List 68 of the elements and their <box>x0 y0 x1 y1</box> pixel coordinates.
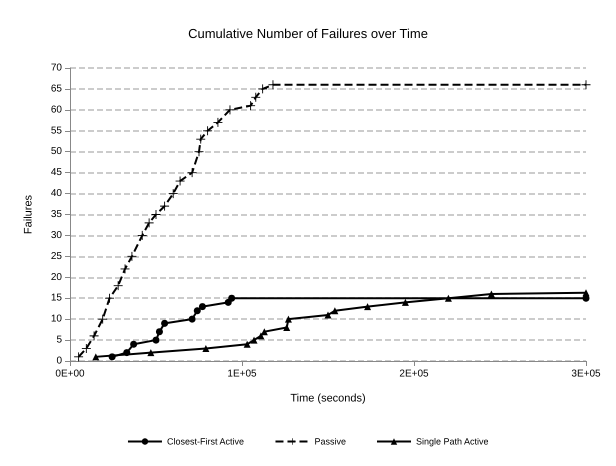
point <box>82 344 91 353</box>
y-tick-label: 70 <box>50 62 62 74</box>
point <box>176 176 185 186</box>
point <box>444 294 452 302</box>
point <box>283 324 290 332</box>
point <box>244 340 251 348</box>
y-tick-label: 10 <box>50 314 62 325</box>
x-tick-label: 1E+05 <box>227 368 258 380</box>
point <box>188 316 196 323</box>
point <box>188 168 197 178</box>
point <box>108 353 116 360</box>
legend-label: Passive <box>314 436 346 446</box>
point <box>488 290 495 298</box>
y-tick-label: 55 <box>50 125 62 136</box>
point <box>194 307 201 314</box>
point <box>152 336 160 344</box>
point <box>90 331 99 340</box>
legend-label: Single Path Active <box>416 436 489 446</box>
chart-title: Cumulative Number of Failures over Time <box>188 26 428 41</box>
x-axis-title: Time (seconds) <box>290 392 366 404</box>
x-tick-label: 3E+05 <box>571 368 602 380</box>
point <box>123 349 130 356</box>
point <box>225 105 234 114</box>
y-tick-label: 0 <box>56 356 62 366</box>
point <box>257 332 264 340</box>
point <box>324 311 332 318</box>
point <box>258 84 268 94</box>
y-tick-label: 65 <box>50 83 62 94</box>
point <box>120 264 130 274</box>
point <box>130 340 138 348</box>
point <box>147 349 154 356</box>
point <box>74 352 84 362</box>
point <box>160 202 170 211</box>
y-tick-label: 15 <box>50 292 62 304</box>
point <box>144 218 154 228</box>
x-tick-label: 0E+00 <box>55 368 86 380</box>
y-tick-label: 5 <box>56 334 62 346</box>
point <box>246 101 256 110</box>
point <box>228 294 236 302</box>
point <box>364 303 372 310</box>
point <box>260 328 268 336</box>
point <box>98 314 108 324</box>
point <box>202 344 210 352</box>
point <box>331 307 338 314</box>
point <box>284 316 292 323</box>
y-tick-label: 30 <box>50 230 62 241</box>
point <box>127 252 136 261</box>
point <box>402 298 409 306</box>
y-tick-label: 60 <box>50 104 62 116</box>
point <box>152 210 160 219</box>
point <box>213 118 222 127</box>
legend-label: Closest-First Active <box>166 436 244 446</box>
point <box>161 320 168 327</box>
point <box>92 353 100 360</box>
point <box>582 289 590 296</box>
point <box>156 328 163 336</box>
y-tick-label: 45 <box>50 167 62 178</box>
point <box>114 281 123 290</box>
point <box>250 336 258 344</box>
y-tick-label: 25 <box>50 250 62 262</box>
y-tick-label: 50 <box>50 146 62 158</box>
point <box>168 189 178 198</box>
y-axis-title: Failures <box>22 194 34 234</box>
point <box>198 303 206 310</box>
y-tick-label: 35 <box>50 209 62 220</box>
x-tick-label: 2E+05 <box>399 368 430 380</box>
y-tick-label: 40 <box>50 188 62 200</box>
y-tick-label: 20 <box>50 272 62 283</box>
